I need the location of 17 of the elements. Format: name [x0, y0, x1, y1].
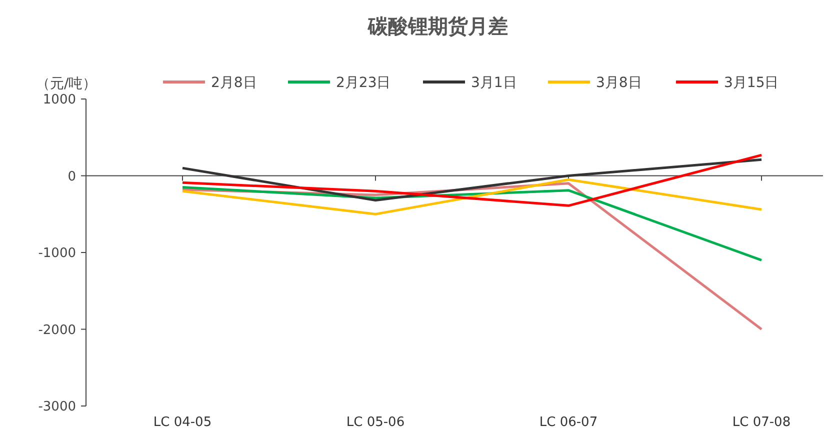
- legend-label: 2月8日: [211, 75, 257, 91]
- legend-label: 3月8日: [596, 75, 642, 91]
- y-tick-label: -2000: [38, 322, 76, 338]
- chart-title: 碳酸锂期货月差: [367, 14, 508, 38]
- y-tick-label: 0: [68, 169, 76, 184]
- legend-label: 3月1日: [471, 75, 517, 91]
- y-tick-label: 1000: [42, 92, 76, 108]
- legend-label: 2月23日: [336, 75, 391, 91]
- y-tick-label: -3000: [38, 400, 76, 415]
- x-tick-label: LC 06-07: [539, 415, 598, 430]
- line-series: [181, 178, 763, 216]
- x-tick-label: LC 05-06: [346, 415, 405, 430]
- legend-label: 3月15日: [724, 75, 779, 91]
- x-tick-label: LC 07-08: [732, 415, 791, 430]
- y-axis-title: （元/吨）: [36, 76, 97, 92]
- x-tick-label: LC 04-05: [153, 415, 212, 430]
- y-tick-label: -1000: [38, 246, 76, 262]
